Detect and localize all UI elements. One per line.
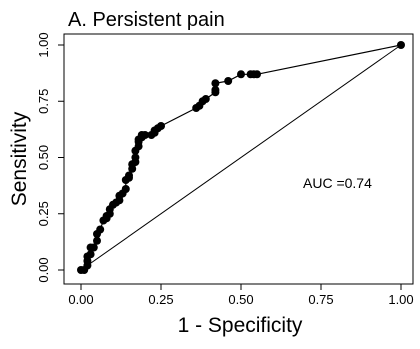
y-tick-label: 0.75 [36, 89, 51, 114]
auc-annotation: AUC =0.74 [303, 175, 372, 191]
y-axis-title: Sensitivity [8, 111, 31, 206]
roc-point [201, 95, 210, 103]
plot-frame [63, 33, 414, 285]
roc-point [211, 79, 220, 88]
diagonal-reference-line [80, 44, 402, 271]
x-tick-label: 0.50 [228, 292, 253, 307]
y-tick-label: 1.00 [36, 32, 51, 57]
roc-point [224, 77, 233, 85]
roc-point [397, 41, 405, 49]
roc-point [253, 70, 261, 79]
chart-title: A. Persistent pain [68, 9, 225, 31]
roc-point [86, 250, 95, 259]
roc-point [89, 243, 98, 252]
roc-point [211, 86, 220, 94]
roc-point [96, 225, 105, 234]
roc-point [131, 153, 140, 162]
x-tick-label: 0.25 [148, 292, 173, 307]
roc-point [157, 122, 165, 130]
y-tick-label: 0.00 [36, 257, 51, 282]
x-axis-title: 1 - Specificity [178, 314, 303, 337]
y-tick-label: 0.50 [36, 145, 51, 170]
roc-point [125, 171, 133, 180]
x-tick-label: 1.00 [388, 292, 413, 307]
roc-points [77, 41, 405, 274]
roc-point [237, 70, 245, 79]
x-tick-label: 0.00 [68, 292, 93, 307]
roc-point [93, 236, 101, 245]
y-axis: 0.00 0.25 0.50 0.75 1.00 [36, 32, 64, 283]
roc-point [121, 185, 130, 193]
roc-point [141, 131, 149, 139]
x-axis: 0.00 0.25 0.50 0.75 1.00 [68, 284, 414, 307]
x-tick-label: 0.75 [308, 292, 333, 307]
y-tick-label: 0.25 [36, 201, 51, 226]
